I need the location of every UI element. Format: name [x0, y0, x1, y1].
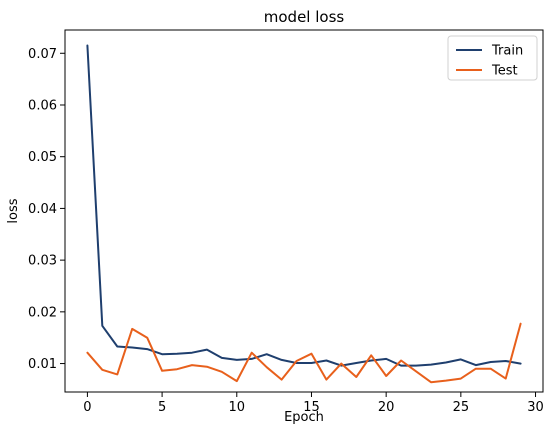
x-axis: 0 5 10 15 20 25 30: [83, 392, 544, 415]
legend-label-test: Test: [491, 64, 518, 79]
legend-label-train: Train: [491, 44, 523, 59]
y-tick-label: 0.07: [28, 47, 57, 62]
y-tick-label: 0.03: [28, 254, 57, 269]
series-line-test: [86, 322, 522, 384]
plot-area-frame: [64, 29, 544, 393]
x-axis-title: Epoch: [284, 410, 324, 425]
series-lines: [86, 44, 522, 384]
y-tick-label: 0.02: [28, 305, 57, 320]
series-line-train: [86, 44, 522, 367]
y-tick-label: 0.04: [28, 202, 57, 217]
y-tick-label: 0.01: [28, 357, 57, 372]
x-tick-label: 10: [229, 400, 246, 415]
x-tick-label: 0: [83, 400, 91, 415]
y-tick-label: 0.05: [28, 150, 57, 165]
chart-title: model loss: [264, 8, 345, 26]
x-tick-label: 30: [527, 400, 544, 415]
x-tick-label: 20: [378, 400, 395, 415]
y-axis-title: loss: [6, 198, 21, 223]
x-tick-label: 15: [303, 400, 320, 415]
x-tick-label: 25: [453, 400, 470, 415]
y-axis: 0.01 0.02 0.03 0.04 0.05 0.06 0.07: [28, 47, 65, 372]
x-tick-label: 5: [158, 400, 166, 415]
legend: Train Test: [447, 35, 538, 81]
y-tick-label: 0.06: [28, 98, 57, 113]
